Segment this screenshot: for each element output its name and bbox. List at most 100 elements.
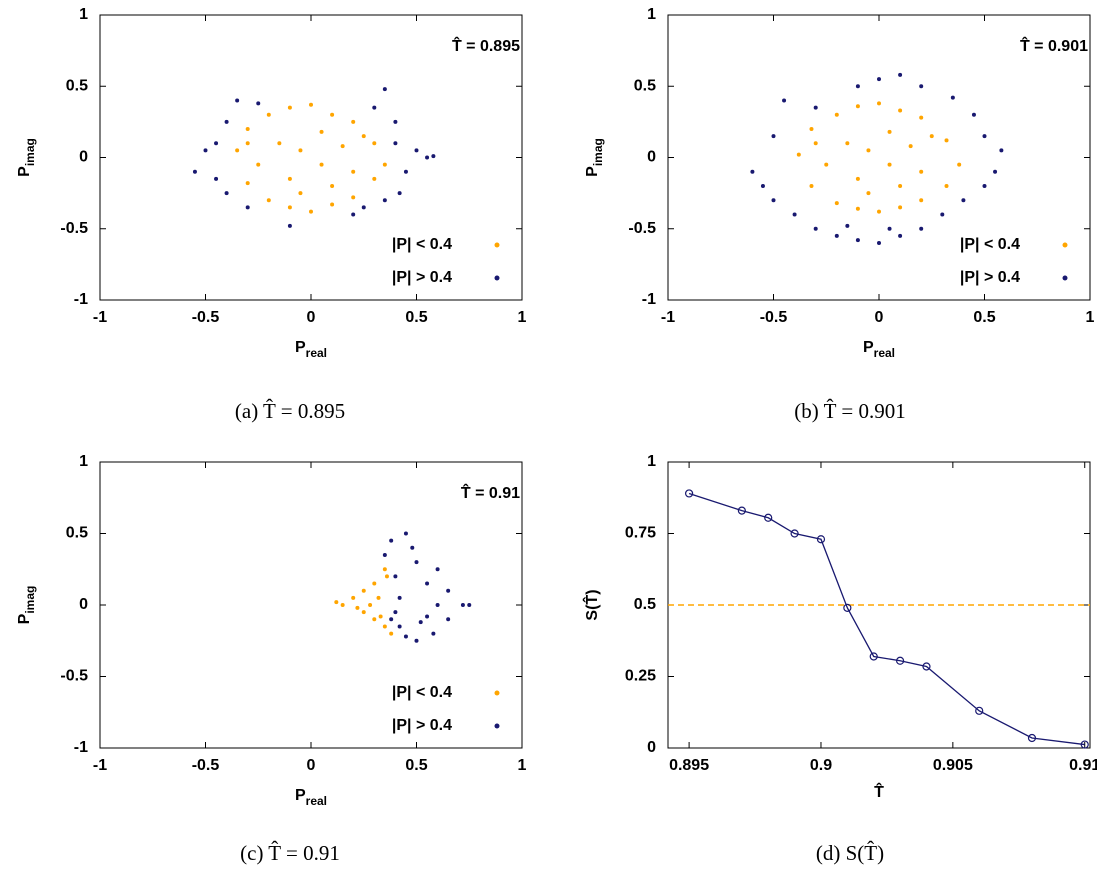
annotation: T̂ = 0.91 [461,482,520,502]
point-marker [975,706,984,715]
x-tick-label: 0.5 [405,757,427,774]
point [287,205,292,210]
point [334,600,339,605]
point [993,169,998,174]
point [214,176,219,181]
point [393,610,398,615]
point-marker [1080,740,1089,749]
point [425,155,430,160]
point-marker [737,506,746,515]
point [771,134,776,139]
point [813,141,818,146]
x-axis-label-sub: real [306,346,327,360]
point [796,152,801,157]
x-tick-label: -1 [93,757,107,774]
point [414,148,419,153]
point [382,162,387,167]
point [330,184,335,188]
y-tick-label: -1 [74,291,88,308]
y-tick-label: 0.5 [634,77,656,94]
x-axis-label-base: P [863,339,874,356]
point [403,531,408,536]
legend-marker [494,723,500,729]
x-axis-label: Preal [863,339,895,360]
point [382,624,387,629]
y-tick-label: 0.75 [625,525,656,542]
point [824,162,829,167]
point [957,162,962,167]
point [368,603,373,607]
point [382,198,387,203]
y-tick-label: 0.5 [66,525,88,542]
caption: (a) T̂ = 0.895 [235,399,345,423]
y-axis-label-sub: imag [23,138,37,166]
x-tick-label: 0.91 [1069,757,1097,774]
point [351,195,356,200]
x-axis-label: Preal [295,787,327,808]
point [340,144,345,149]
point [919,115,924,120]
x-axis-label: T̂ [874,781,884,801]
point-marker [790,529,799,538]
point [760,184,765,188]
y-tick-label: -0.5 [60,668,88,685]
plot-frame [99,14,523,301]
y-axis-label: Pimag [16,138,37,177]
point [944,184,949,188]
point [834,112,839,117]
point [287,223,292,228]
point [971,112,976,117]
point [372,176,377,181]
x-tick-label: 1 [518,757,527,774]
x-tick-label: -0.5 [192,309,220,326]
point [919,198,924,203]
caption: (c) T̂ = 0.91 [240,841,340,865]
annotation: T̂ = 0.901 [1020,35,1088,55]
point-marker [684,489,694,498]
x-axis-label-sub: real [874,346,895,360]
legend-label: |P| > 0.4 [960,269,1020,286]
point [397,624,402,629]
point [361,205,366,210]
point [792,212,797,217]
point [382,552,387,557]
point [898,72,903,77]
point [898,233,903,238]
point [266,198,271,203]
point [813,105,818,110]
series-line [688,492,1085,746]
point [298,148,303,153]
y-axis-label: Pimag [16,586,37,625]
y-axis-label-sub: imag [23,586,37,614]
point [245,127,250,131]
y-tick-label: 0.25 [625,668,656,685]
point [403,169,408,174]
point [287,105,292,110]
y-tick-label: 1 [647,6,656,23]
point [277,141,282,146]
point [944,138,949,143]
point [192,169,197,174]
point [809,127,814,131]
point [384,574,389,579]
y-tick-label: 1 [79,6,88,23]
point [309,102,313,107]
legend-marker [494,690,500,696]
point [845,141,850,146]
x-axis-label-base: P [295,339,306,356]
point [361,134,366,139]
y-tick-label: -1 [74,739,88,756]
y-axis-label-base: P [16,166,33,177]
x-tick-label: 0.905 [933,757,973,774]
x-axis-label-sub: real [306,794,327,808]
x-tick-label: 0 [307,309,316,326]
point [414,560,419,565]
point [961,198,966,203]
point [397,191,402,196]
point [435,567,440,572]
y-axis-label-base: P [584,166,601,177]
point [389,538,394,543]
y-tick-label: 1 [79,453,88,470]
point [855,84,860,89]
